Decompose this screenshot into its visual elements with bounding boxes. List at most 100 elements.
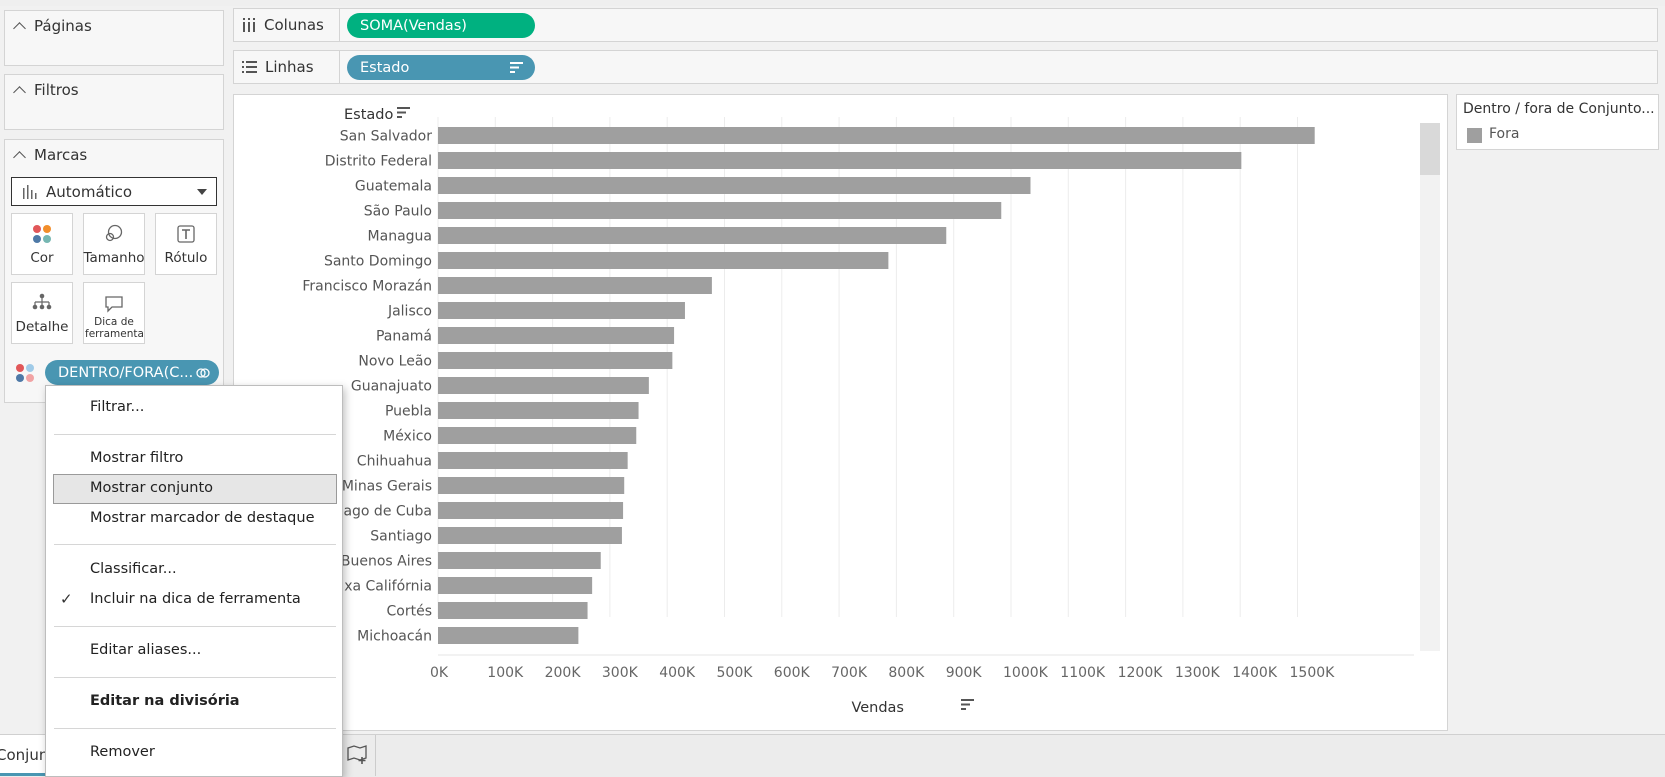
row-label[interactable]: Guanajuato: [351, 379, 432, 395]
columns-icon: [243, 18, 255, 32]
rows-shelf-label: Linhas: [234, 51, 340, 83]
x-tick-label: 1100K: [1060, 665, 1106, 681]
menu-separator: [54, 728, 336, 729]
bar[interactable]: [438, 477, 625, 494]
scrollbar-thumb[interactable]: [1420, 123, 1440, 175]
bar[interactable]: [438, 302, 685, 319]
rows-icon: [242, 61, 257, 73]
color-button[interactable]: Cor: [11, 213, 73, 275]
row-label[interactable]: Michoacán: [357, 629, 432, 645]
row-label[interactable]: Santo Domingo: [324, 254, 432, 270]
x-tick-label: 1000K: [1003, 665, 1049, 681]
mark-type-dropdown[interactable]: Automático: [11, 177, 217, 206]
detail-button[interactable]: Detalhe: [11, 282, 73, 344]
row-label[interactable]: Guatemala: [355, 179, 432, 195]
x-tick-label: 600K: [774, 665, 811, 681]
row-label[interactable]: Santiago: [370, 529, 432, 545]
columns-pill-sum-sales[interactable]: SOMA(Vendas): [347, 13, 535, 38]
bar[interactable]: [438, 252, 889, 269]
row-label[interactable]: Buenos Aires: [341, 554, 432, 570]
set-color-pill[interactable]: DENTRO/FORA(C...: [45, 360, 219, 385]
tooltip-button[interactable]: Dica de ferramenta: [83, 282, 145, 344]
row-label[interactable]: São Paulo: [364, 204, 432, 220]
pages-header[interactable]: Páginas: [5, 11, 223, 41]
menu-item-remove[interactable]: Remover: [90, 744, 155, 760]
row-label[interactable]: San Salvador: [340, 129, 432, 145]
menu-item-highlight: [53, 474, 337, 504]
bar[interactable]: [438, 127, 1315, 144]
bar[interactable]: [438, 552, 601, 569]
columns-shelf: Colunas SOMA(Vendas): [233, 8, 1658, 42]
bar[interactable]: [438, 202, 1002, 219]
checkmark-icon: ✓: [60, 590, 73, 608]
bar[interactable]: [438, 277, 712, 294]
marks-title: Marcas: [34, 146, 88, 164]
row-label[interactable]: Novo Leão: [358, 354, 432, 370]
hierarchy-icon: [32, 293, 52, 310]
row-label[interactable]: Puebla: [385, 404, 432, 420]
x-tick-label: 800K: [888, 665, 925, 681]
sheet-tab-active[interactable]: Conjunto: [0, 735, 48, 776]
row-label[interactable]: Francisco Morazán: [302, 279, 432, 295]
bar[interactable]: [438, 152, 1242, 169]
label-button[interactable]: Rótulo: [155, 213, 217, 275]
menu-item-show-filter[interactable]: Mostrar filtro: [90, 450, 184, 466]
chevron-up-icon: [13, 85, 26, 99]
rows-pill-state[interactable]: Estado: [347, 55, 535, 80]
label-button-label: Rótulo: [164, 250, 208, 266]
legend-label-fora[interactable]: Fora: [1489, 126, 1520, 142]
size-button-label: Tamanho: [83, 250, 145, 266]
bar[interactable]: [438, 602, 588, 619]
menu-item-filter[interactable]: Filtrar...: [90, 399, 145, 415]
bar[interactable]: [438, 377, 649, 394]
detail-button-label: Detalhe: [15, 319, 69, 335]
bar[interactable]: [438, 227, 947, 244]
bar[interactable]: [438, 177, 1031, 194]
row-label[interactable]: iago de Cuba: [340, 504, 432, 520]
menu-item-sort[interactable]: Classificar...: [90, 561, 177, 577]
x-axis-title[interactable]: Vendas: [851, 700, 904, 716]
sort-descending-icon[interactable]: [397, 107, 410, 118]
pages-title: Páginas: [34, 17, 92, 35]
row-label[interactable]: Jalisco: [387, 304, 432, 320]
new-dashboard-icon[interactable]: [346, 745, 368, 765]
context-menu: Filtrar... Mostrar filtro Mostrar conjun…: [45, 385, 343, 777]
scrollbar-track[interactable]: [1420, 123, 1440, 651]
row-label[interactable]: Panamá: [376, 329, 432, 345]
row-label[interactable]: Cortés: [387, 604, 433, 620]
row-label[interactable]: Minas Gerais: [342, 479, 432, 495]
row-label[interactable]: Managua: [368, 229, 432, 245]
sort-descending-icon[interactable]: [961, 699, 974, 710]
row-label[interactable]: Distrito Federal: [325, 154, 432, 170]
filters-title: Filtros: [34, 81, 79, 99]
bar[interactable]: [438, 627, 579, 644]
filters-header[interactable]: Filtros: [5, 75, 223, 105]
color-button-label: Cor: [30, 250, 54, 266]
mark-type-value: Automático: [46, 182, 133, 201]
menu-item-show-highlighter[interactable]: Mostrar marcador de destaque: [90, 510, 315, 526]
bar[interactable]: [438, 502, 624, 519]
bar[interactable]: [438, 527, 622, 544]
bar[interactable]: [438, 402, 639, 419]
row-label[interactable]: México: [383, 429, 432, 445]
row-label[interactable]: Chihuahua: [357, 454, 432, 470]
menu-item-edit-shelf[interactable]: Editar na divisória: [90, 693, 240, 709]
chevron-up-icon: [13, 21, 26, 35]
bar[interactable]: [438, 352, 673, 369]
bar[interactable]: [438, 427, 637, 444]
bar[interactable]: [438, 577, 593, 594]
color-dots-icon: [16, 364, 34, 382]
legend-title[interactable]: Dentro / fora de Conjunto...: [1463, 101, 1655, 117]
x-tick-label: 400K: [659, 665, 696, 681]
legend-swatch-fora[interactable]: [1467, 128, 1482, 143]
menu-item-include-tooltip[interactable]: Incluir na dica de ferramenta: [90, 591, 301, 607]
bar[interactable]: [438, 452, 628, 469]
row-header-estado[interactable]: Estado: [344, 107, 393, 123]
bar[interactable]: [438, 327, 675, 344]
size-button[interactable]: Tamanho: [83, 213, 145, 275]
columns-label: Colunas: [264, 16, 324, 34]
row-label[interactable]: xa Califórnia: [344, 579, 432, 595]
menu-item-show-set[interactable]: Mostrar conjunto: [90, 480, 214, 496]
marks-header[interactable]: Marcas: [5, 140, 223, 170]
menu-item-edit-aliases[interactable]: Editar aliases...: [90, 642, 202, 658]
